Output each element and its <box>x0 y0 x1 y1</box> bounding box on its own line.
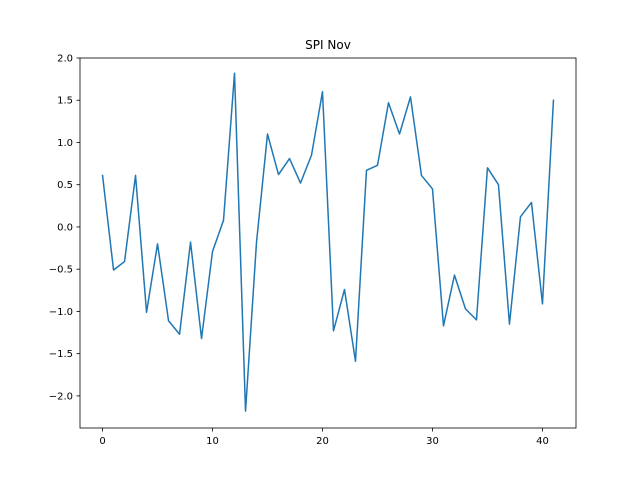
chart-title: SPI Nov <box>305 38 351 52</box>
y-tick-label: −1.0 <box>49 307 73 318</box>
y-axis-ticks: −2.0 −1.5 −1.0 −0.5 0.0 0.5 1.0 1.5 2.0 <box>49 54 80 402</box>
x-tick-label: 10 <box>206 436 219 447</box>
x-tick-label: 30 <box>426 436 439 447</box>
plot-frame <box>79 57 577 429</box>
x-axis-ticks: 0 10 20 30 40 <box>99 428 549 447</box>
y-tick-label: −2.0 <box>49 391 73 402</box>
x-tick-label: 20 <box>316 436 329 447</box>
y-tick-label: 0.5 <box>57 180 73 191</box>
y-tick-label: −0.5 <box>49 265 73 276</box>
y-tick-label: 2.0 <box>57 54 73 65</box>
y-tick-label: −1.5 <box>49 349 73 360</box>
y-tick-label: 1.5 <box>57 96 73 107</box>
x-tick-label: 40 <box>536 436 549 447</box>
y-tick-label: 1.0 <box>57 138 73 149</box>
x-tick-label: 0 <box>99 436 105 447</box>
series-line <box>101 72 555 412</box>
y-tick-label: 0.0 <box>57 222 73 233</box>
